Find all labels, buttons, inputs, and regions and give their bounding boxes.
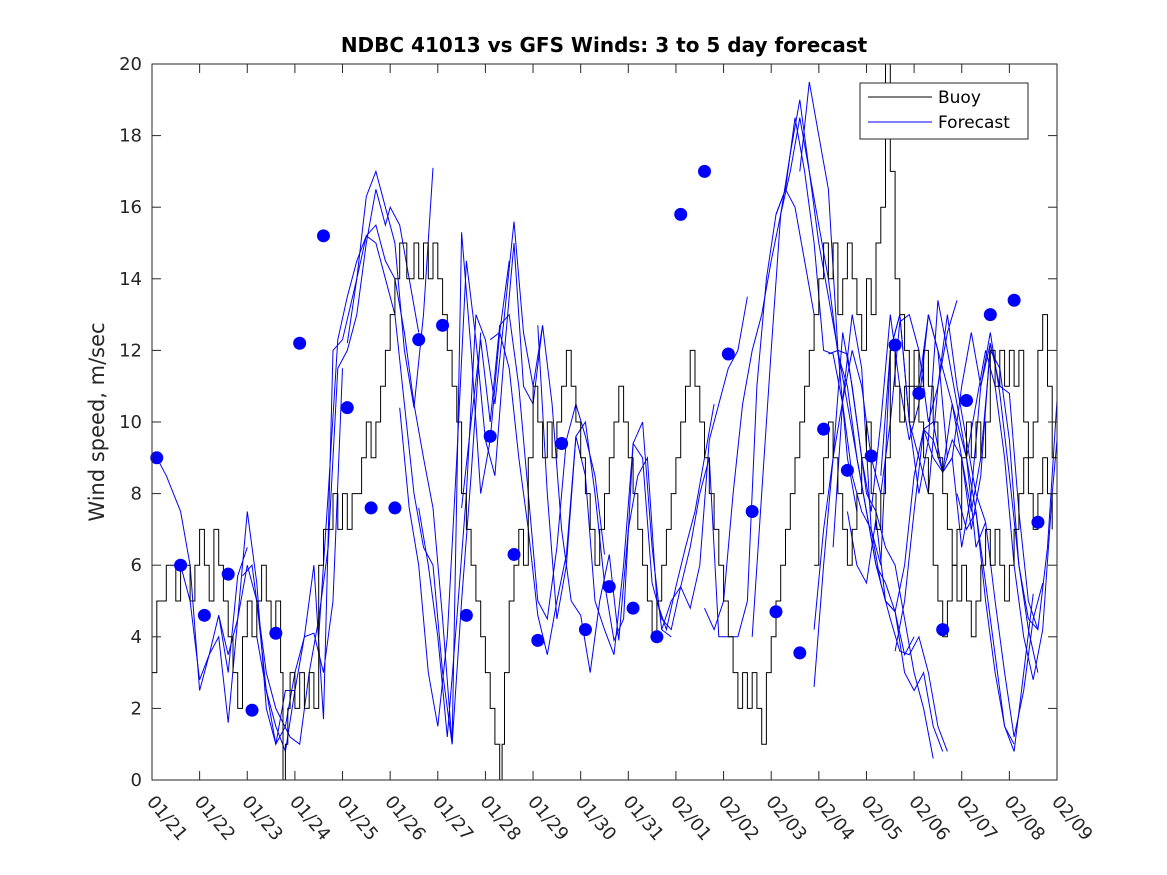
forecast-marker [626, 601, 640, 615]
forecast-line [775, 117, 948, 752]
forecast-marker [483, 429, 497, 443]
forecast-line [242, 189, 420, 746]
y-tick-label: 8 [131, 484, 142, 505]
forecast-marker [293, 336, 307, 350]
forecast-marker [436, 318, 450, 332]
y-axis: 0 2 4 6 8 10 12 14 16 18 20 [119, 54, 1057, 791]
forecast-marker [221, 567, 235, 581]
y-tick-label: 14 [119, 269, 142, 290]
y-tick-label: 16 [119, 197, 142, 218]
forecast-marker [150, 451, 164, 465]
y-tick-label: 10 [119, 412, 142, 433]
forecast-marker [912, 386, 926, 400]
legend: Buoy Forecast [859, 82, 1029, 140]
forecast-marker [817, 422, 831, 436]
forecast-marker [698, 164, 712, 178]
forecast-line [661, 188, 815, 638]
forecast-line [418, 221, 582, 738]
forecast-marker [745, 505, 759, 518]
forecast-line [346, 224, 510, 745]
forecast-marker [769, 605, 783, 619]
forecast-marker [960, 394, 973, 408]
forecast-marker [174, 558, 188, 572]
legend-label-buoy: Buoy [938, 88, 981, 108]
forecast-line [813, 314, 948, 687]
forecast-line [461, 313, 605, 621]
y-tick-label: 12 [119, 340, 142, 361]
forecast-line [632, 296, 748, 631]
forecast-marker [1007, 293, 1021, 307]
forecast-marker [364, 501, 378, 515]
plot-area [150, 63, 1058, 781]
y-tick-label: 18 [119, 126, 142, 147]
forecast-marker [531, 633, 545, 647]
forecast-line [489, 331, 634, 655]
forecast-line [956, 493, 1034, 752]
legend-label-forecast: Forecast [938, 113, 1010, 133]
y-tick-label: 6 [131, 555, 142, 576]
forecast-marker [340, 401, 354, 415]
forecast-marker [459, 608, 473, 622]
forecast-marker [936, 623, 950, 637]
y-tick-label: 4 [131, 627, 142, 648]
forecast-marker [840, 463, 854, 477]
forecast-line [256, 167, 434, 746]
buoy-line [814, 314, 1058, 638]
forecast-line [218, 368, 343, 754]
y-axis-label: Wind speed, m/sec [85, 322, 109, 521]
forecast-line [318, 235, 482, 745]
buoy-line [152, 63, 1053, 781]
forecast-marker [983, 308, 997, 322]
y-tick-label: 20 [119, 54, 142, 75]
forecast-line [799, 81, 934, 759]
forecast-marker [793, 646, 807, 660]
forecast-marker [388, 501, 402, 515]
forecast-marker [1031, 515, 1045, 529]
forecast-line [880, 300, 1015, 745]
forecast-marker [555, 436, 569, 450]
forecast-marker [888, 338, 902, 352]
forecast-marker [864, 449, 878, 463]
forecast-marker [578, 623, 592, 637]
y-tick-label: 0 [131, 770, 142, 791]
forecast-line [918, 314, 1044, 738]
y-tick-label: 2 [131, 698, 142, 719]
forecast-marker [197, 608, 211, 622]
forecast-marker [602, 580, 616, 594]
forecast-marker [721, 347, 735, 361]
forecast-line [751, 99, 915, 657]
forecast-line [894, 343, 1039, 652]
forecast-line [399, 242, 544, 727]
forecast-marker [507, 547, 521, 561]
forecast-line [537, 325, 672, 655]
forecast-line [156, 457, 248, 691]
forecast-line [846, 332, 991, 613]
forecast-marker [245, 703, 259, 717]
forecast-marker [412, 333, 426, 347]
forecast-marker [316, 229, 330, 243]
forecast-marker [650, 630, 664, 644]
legend-box [859, 82, 1029, 140]
forecast-marker [674, 207, 688, 221]
chart-title: NDBC 41013 vs GFS Winds: 3 to 5 day fore… [341, 33, 868, 57]
forecast-marker [269, 626, 283, 640]
